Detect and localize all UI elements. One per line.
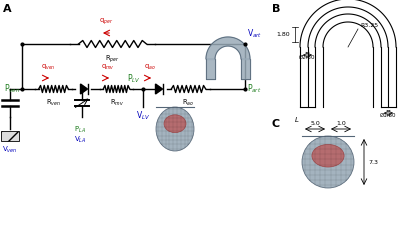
Text: 7.3: 7.3 [368,160,378,164]
Text: Ø2.30: Ø2.30 [299,55,316,60]
Ellipse shape [302,136,354,188]
Text: 1.0: 1.0 [336,121,346,126]
Text: A: A [3,4,12,14]
Polygon shape [80,84,88,94]
Polygon shape [206,37,250,59]
Text: P$_{art}$: P$_{art}$ [247,83,262,95]
Text: 1.80: 1.80 [276,32,290,36]
Text: V$_{LA}$: V$_{LA}$ [74,135,86,145]
Text: R$_{ao}$: R$_{ao}$ [182,98,194,108]
Ellipse shape [164,115,186,133]
Text: 5.0: 5.0 [310,121,320,126]
Text: q$_{ao}$: q$_{ao}$ [144,63,156,72]
Text: C: C [272,119,280,129]
Text: L: L [295,117,299,123]
Text: P$_{LA}$: P$_{LA}$ [74,125,86,135]
Text: q$_{ven}$: q$_{ven}$ [41,63,55,72]
Ellipse shape [312,145,344,167]
Text: R$_{mv}$: R$_{mv}$ [110,98,124,108]
Text: R3.25: R3.25 [360,23,378,28]
Text: R$_{ven}$: R$_{ven}$ [46,98,61,108]
Text: q$_{mv}$: q$_{mv}$ [101,63,115,72]
Text: R$_{per}$: R$_{per}$ [105,53,120,64]
Bar [1,131,19,141]
Text: V$_{art}$: V$_{art}$ [247,27,262,40]
Polygon shape [156,84,162,94]
Text: Ø1.80: Ø1.80 [380,113,397,118]
Text: B: B [272,4,280,14]
Text: P$_{LV}$: P$_{LV}$ [127,73,141,85]
Ellipse shape [156,107,194,151]
Text: V$_{LV}$: V$_{LV}$ [136,109,150,122]
Text: V$_{ven}$: V$_{ven}$ [2,145,18,155]
Text: q$_{per}$: q$_{per}$ [99,17,113,27]
Text: P$_{ven}$: P$_{ven}$ [4,83,20,95]
